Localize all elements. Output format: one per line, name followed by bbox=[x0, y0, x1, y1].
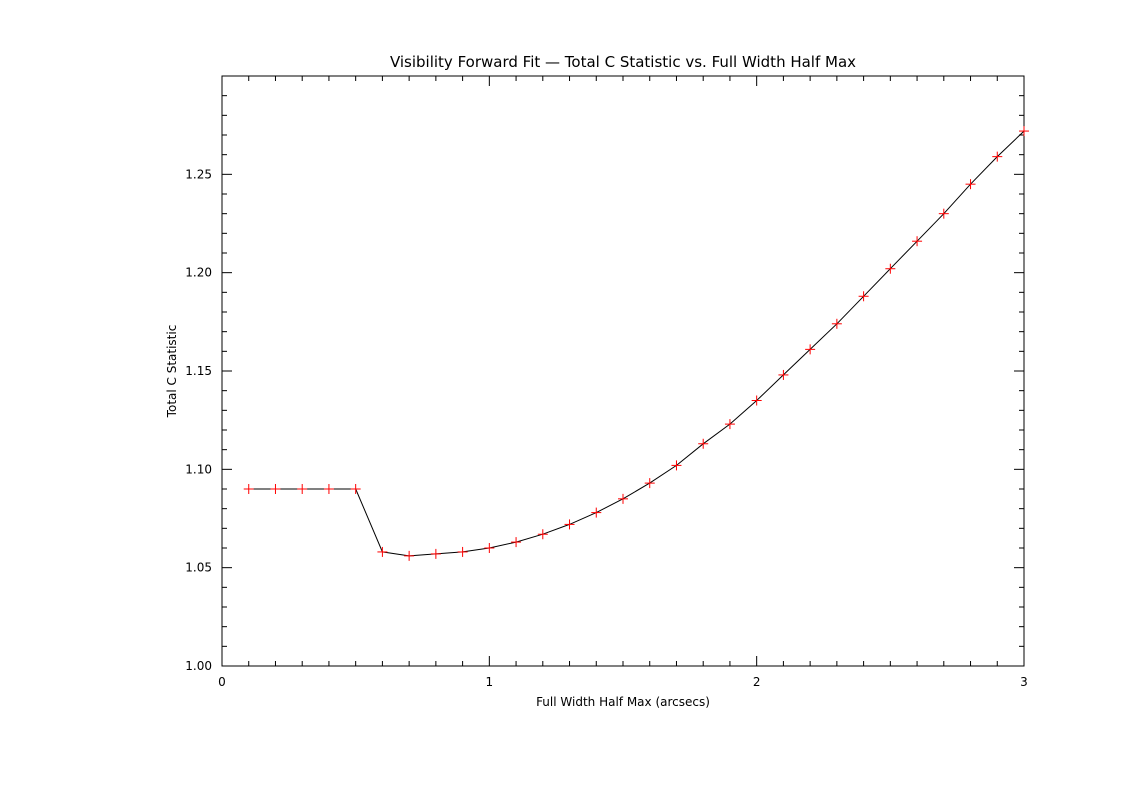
axes-layer: 0 1 2 3 1.00 1.05 1.10 1.15 1.20 1.25 bbox=[185, 76, 1028, 689]
data-point bbox=[724, 419, 735, 430]
data-point bbox=[885, 263, 896, 274]
data-point bbox=[751, 395, 762, 406]
data-point bbox=[831, 318, 842, 329]
y-tick-label: 1.05 bbox=[185, 561, 212, 575]
data-point bbox=[511, 537, 522, 548]
data-point bbox=[1019, 126, 1029, 137]
y-tick-label: 1.00 bbox=[185, 659, 212, 673]
data-point bbox=[805, 344, 816, 355]
data-point bbox=[297, 484, 308, 494]
y-axis-label: Total C Statistic bbox=[165, 325, 179, 419]
x-tick-label: 3 bbox=[1020, 675, 1028, 689]
data-point bbox=[591, 507, 602, 518]
data-point bbox=[698, 438, 709, 449]
data-point bbox=[564, 519, 575, 530]
data-point bbox=[243, 484, 254, 494]
data-point bbox=[457, 546, 468, 557]
data-point bbox=[912, 236, 923, 247]
y-tick-label: 1.15 bbox=[185, 364, 212, 378]
x-tick-label: 2 bbox=[753, 675, 761, 689]
data-point bbox=[992, 151, 1003, 162]
data-point bbox=[377, 546, 388, 557]
data-point bbox=[350, 484, 361, 494]
data-point bbox=[270, 484, 281, 494]
data-point bbox=[484, 543, 495, 553]
data-point bbox=[323, 484, 334, 494]
data-point bbox=[778, 369, 789, 380]
data-point bbox=[965, 179, 976, 190]
data-layer bbox=[243, 126, 1029, 561]
data-point bbox=[671, 460, 682, 471]
x-tick-label: 1 bbox=[486, 675, 494, 689]
y-tick-label: 1.25 bbox=[185, 167, 212, 181]
data-point bbox=[404, 550, 415, 561]
data-point bbox=[430, 548, 441, 559]
y-tick-label: 1.10 bbox=[185, 462, 212, 476]
chart-title: Visibility Forward Fit — Total C Statist… bbox=[390, 53, 856, 71]
y-tick-label: 1.20 bbox=[185, 266, 212, 280]
plot-frame bbox=[221, 75, 1025, 667]
x-axis-label: Full Width Half Max (arcsecs) bbox=[536, 695, 710, 709]
data-point bbox=[618, 493, 628, 504]
x-tick-label: 0 bbox=[218, 675, 226, 689]
data-point bbox=[537, 529, 548, 540]
data-point bbox=[644, 478, 655, 489]
data-point bbox=[938, 208, 949, 219]
data-point bbox=[858, 291, 869, 302]
series-line bbox=[248, 130, 1025, 557]
